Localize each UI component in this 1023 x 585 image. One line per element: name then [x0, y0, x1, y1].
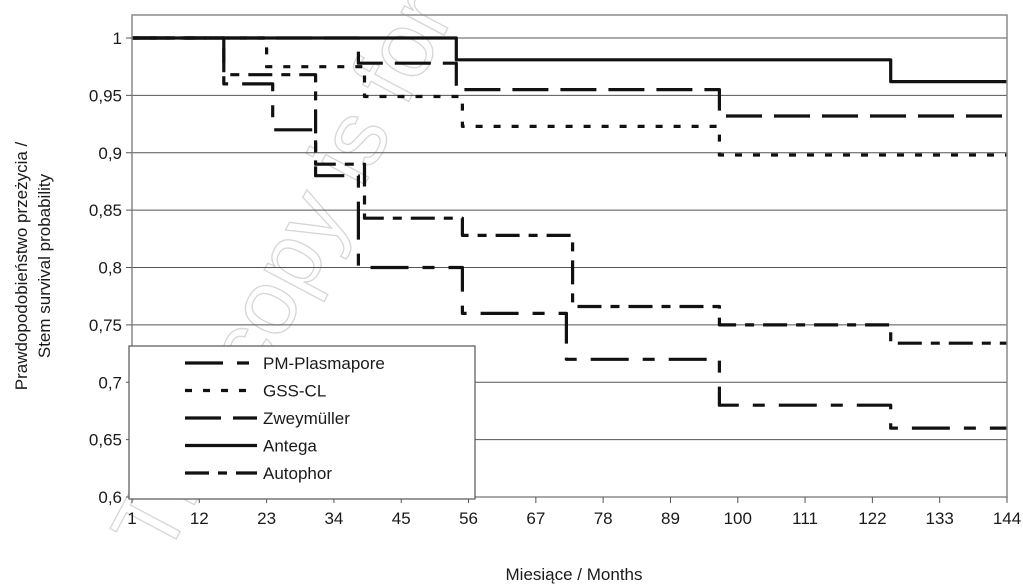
x-tick-label: 111	[792, 509, 818, 528]
legend-label-autophor: Autophor	[263, 464, 332, 483]
x-tick-label: 133	[926, 509, 954, 528]
series-lines	[132, 36, 1007, 430]
y-tick-label: 0,8	[98, 259, 122, 278]
x-tick-label: 122	[858, 509, 886, 528]
y-tick-label: 0,6	[98, 488, 122, 507]
legend-label-gss-cl: GSS-CL	[263, 382, 326, 401]
x-tick-label: 100	[724, 509, 752, 528]
x-tick-label: 89	[661, 509, 680, 528]
series-line-zweym-ller	[132, 36, 1007, 118]
y-tick-label: 0,95	[89, 86, 122, 105]
y-axis-title-line-1: Prawdopodobieństwo przeżycia /	[12, 141, 31, 390]
y-tick-label: 1	[113, 29, 122, 48]
series-line-autophor	[132, 36, 1007, 345]
legend-label-pm-plasmapore: PM-Plasmapore	[263, 354, 385, 373]
x-tick-label: 67	[526, 509, 545, 528]
x-tick-label: 56	[459, 509, 478, 528]
x-axis-title: Miesiące / Months	[506, 565, 643, 584]
y-axis-ticks: 1 0,95 0,9 0,85 0,8 0,75 0,7 0,65 0,6	[89, 29, 132, 507]
y-tick-label: 0,75	[89, 316, 122, 335]
y-tick-label: 0,65	[89, 431, 122, 450]
x-tick-label: 23	[257, 509, 276, 528]
x-tick-label: 12	[190, 509, 209, 528]
x-tick-label: 45	[392, 509, 411, 528]
series-line-gss-cl	[132, 36, 1007, 157]
x-tick-label: 78	[594, 509, 613, 528]
plot-area	[131, 14, 1008, 498]
series-line-antega	[132, 36, 1007, 84]
y-axis-title-line-2: Stem survival probability	[35, 173, 54, 358]
series-line-pm-plasmapore	[132, 36, 1007, 430]
x-tick-label: 1	[127, 509, 136, 528]
x-axis-ticks: 1 12 23 34 45 56 67 78 89 100 111 122 133 144	[127, 497, 1021, 528]
y-tick-label: 0,85	[89, 201, 122, 220]
legend: PM-Plasmapore GSS-CL Zweymüller Antega Autop…	[128, 345, 476, 500]
legend-label-zweym-ller: Zweymüller	[263, 409, 350, 428]
y-tick-label: 0,9	[98, 144, 122, 163]
y-tick-label: 0,7	[98, 373, 122, 392]
x-tick-label: 144	[993, 509, 1021, 528]
legend-label-antega: Antega	[263, 437, 317, 456]
x-tick-label: 34	[324, 509, 343, 528]
